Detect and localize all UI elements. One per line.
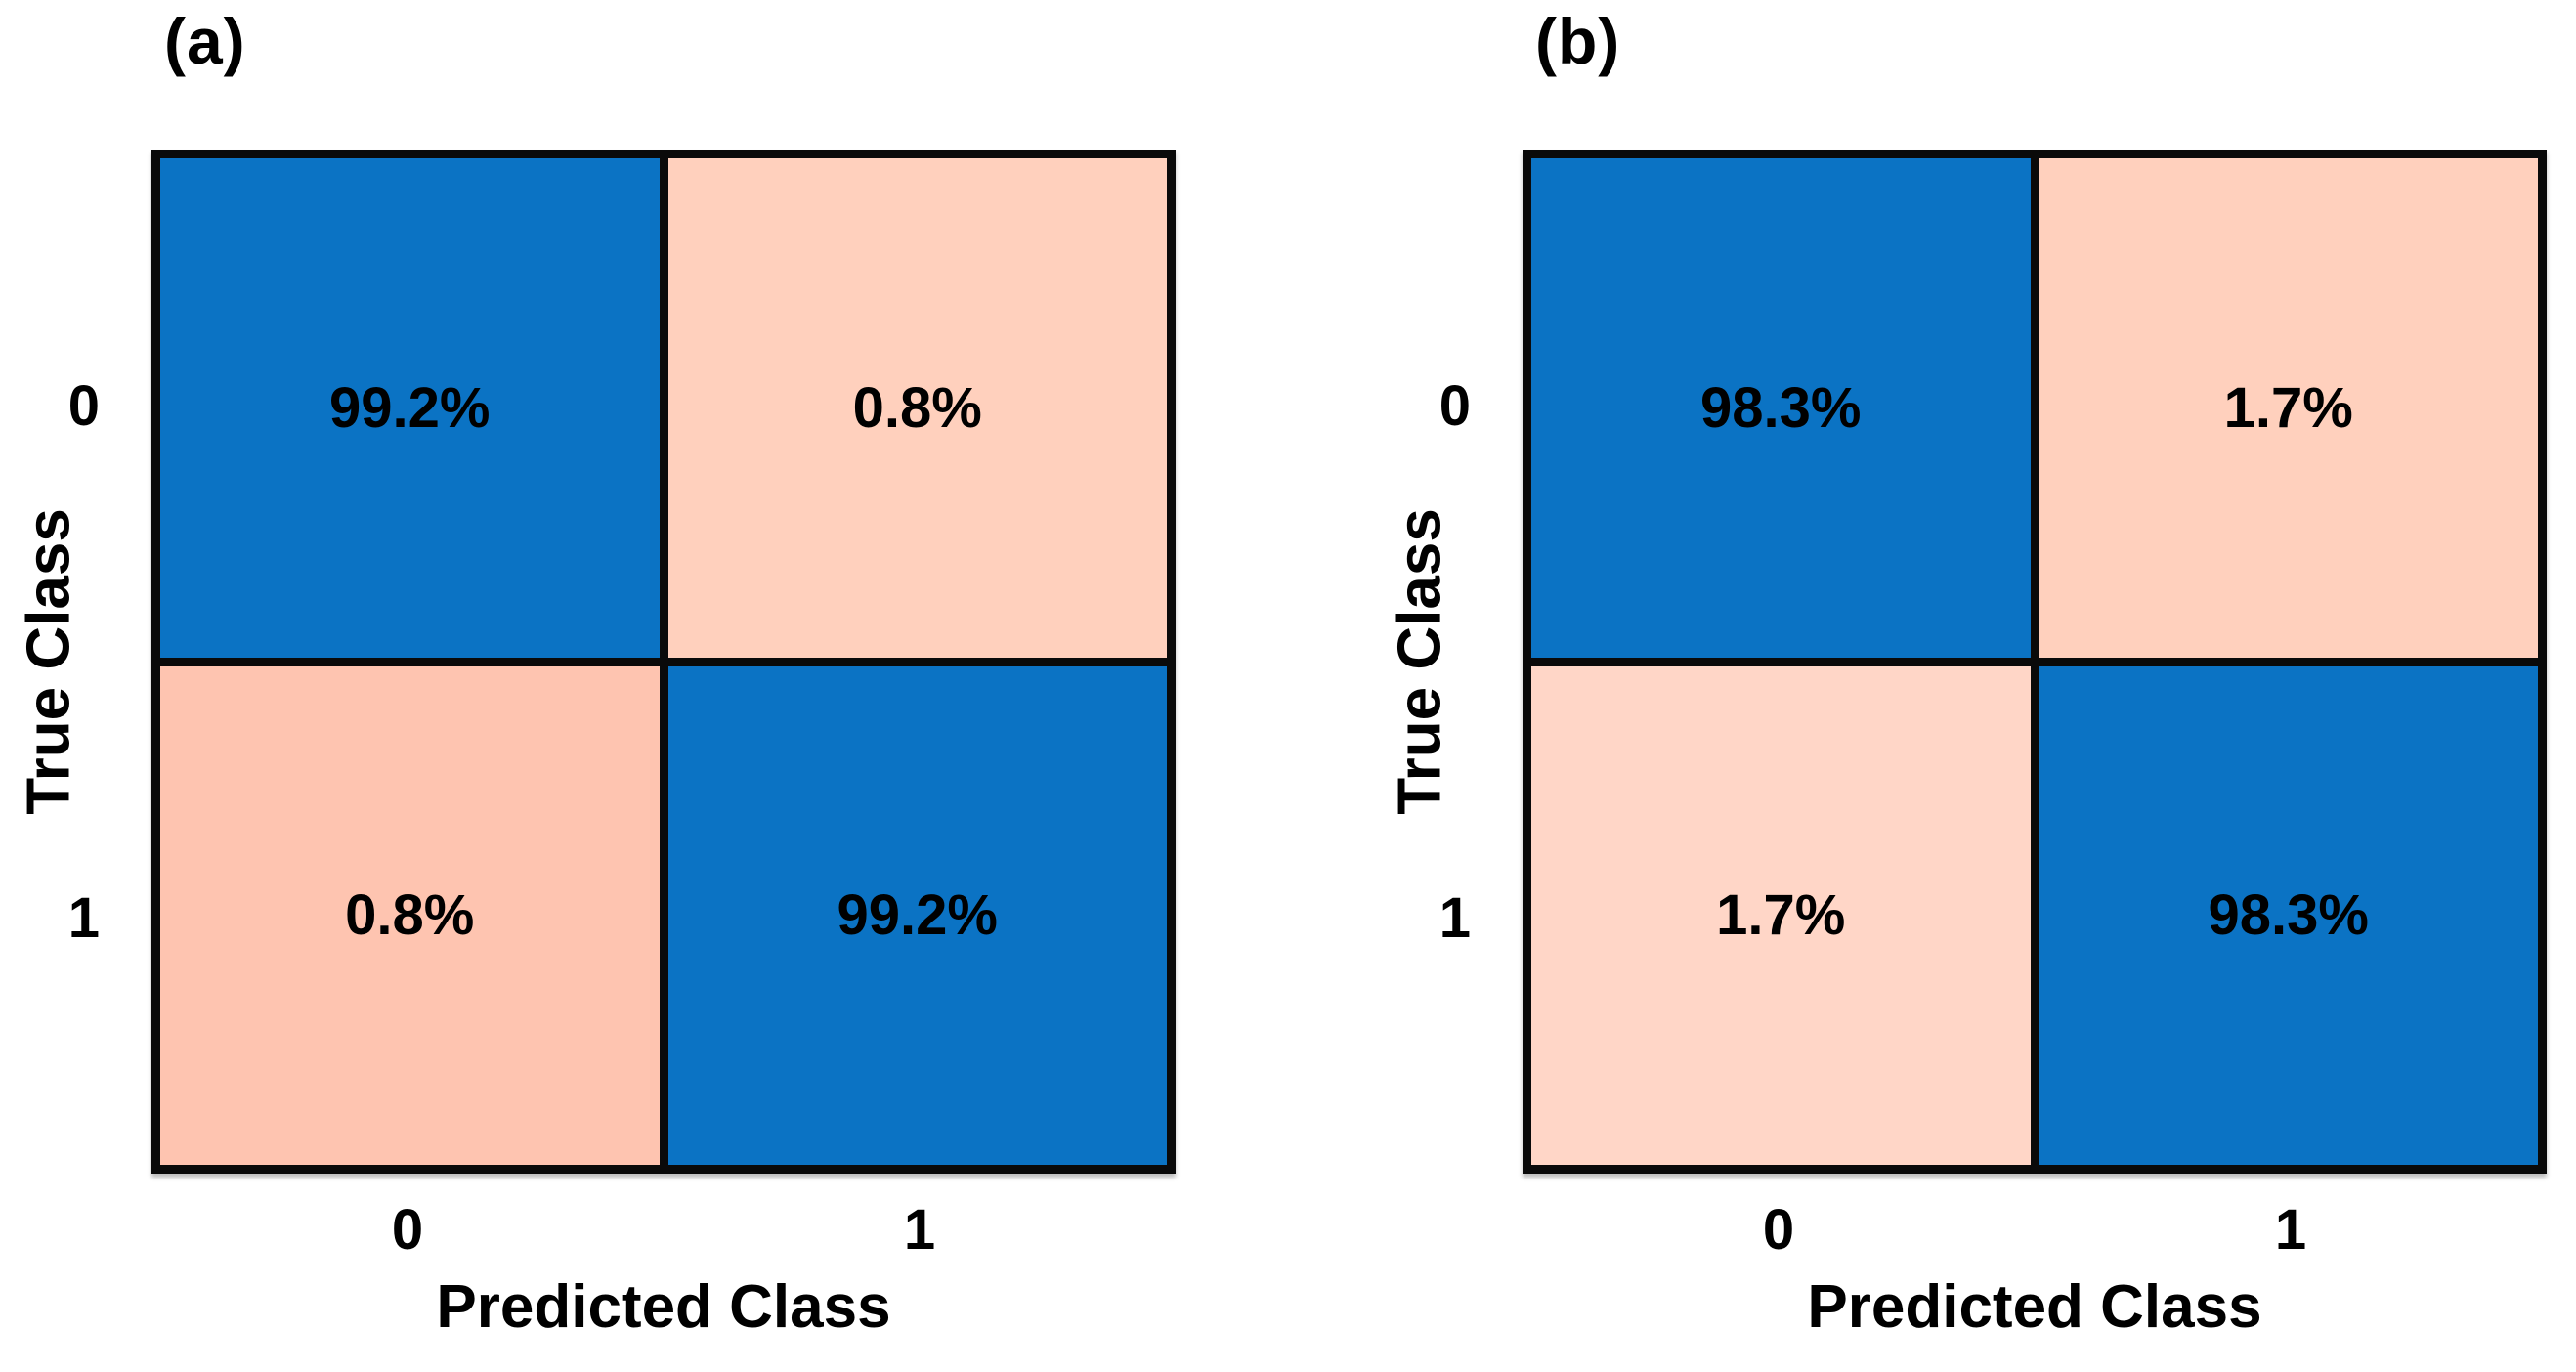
x-tick-1: 1 [903,1197,936,1262]
x-tick-0: 0 [391,1197,424,1262]
x-axis-label: Predicted Class [1807,1273,2262,1341]
matrix-cell: 98.3% [2039,665,2538,1165]
x-axis-ticks: 0 1 [1523,1190,2547,1268]
panel-b: (b) True Class 0 1 98.3% 1.7% 1.7% 98.3%… [1371,0,2576,1372]
y-tick-1: 1 [67,885,100,950]
matrix-cell: 1.7% [2039,158,2538,658]
matrix-cell: 99.2% [160,158,660,658]
y-axis-ticks: 0 1 [20,150,127,1174]
y-tick-0: 0 [1438,373,1471,438]
confusion-matrix-a: 99.2% 0.8% 0.8% 99.2% [151,150,1176,1174]
confusion-matrix-b: 98.3% 1.7% 1.7% 98.3% [1523,150,2547,1174]
x-axis-label: Predicted Class [436,1273,891,1341]
x-tick-1: 1 [2274,1197,2307,1262]
y-tick-1: 1 [1438,885,1471,950]
y-tick-0: 0 [67,373,100,438]
panel-a: (a) True Class 0 1 99.2% 0.8% 0.8% 99.2%… [16,5,1176,1341]
x-tick-0: 0 [1762,1197,1795,1262]
matrix-cell: 0.8% [667,158,1167,658]
matrix-cell: 99.2% [667,665,1167,1165]
y-axis-ticks: 0 1 [1391,150,1498,1174]
matrix-cell: 98.3% [1531,158,2031,658]
panel-a-label: (a) [164,5,246,77]
x-axis-ticks: 0 1 [151,1190,1176,1268]
matrix-cell: 1.7% [1531,665,2031,1165]
matrix-cell: 0.8% [160,665,660,1165]
panel-b-label: (b) [1535,5,1621,77]
